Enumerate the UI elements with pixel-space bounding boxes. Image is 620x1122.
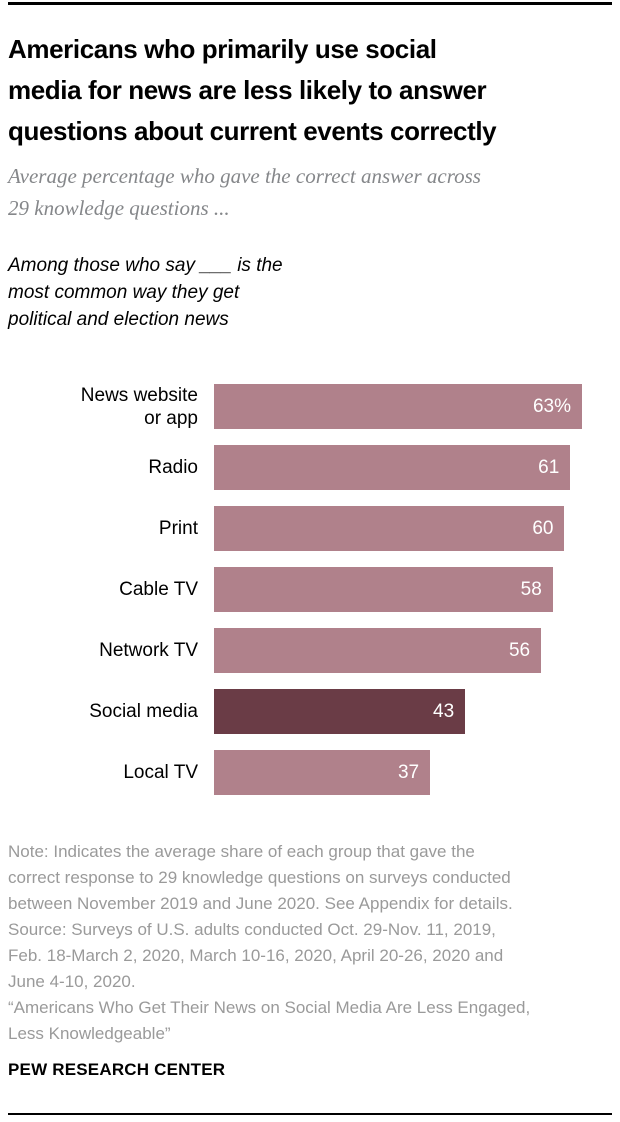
bar-value: 63% <box>532 395 571 417</box>
bar-label: Radio <box>148 457 198 478</box>
bar-label: Network TV <box>99 640 198 661</box>
bar-track: 58 <box>214 567 582 612</box>
bar-value: 58 <box>520 578 542 600</box>
bar-label: News website or app <box>80 384 198 429</box>
bar-value: 43 <box>433 700 455 722</box>
bar-value: 56 <box>508 639 531 661</box>
source-text: Source: Surveys of U.S. adults conducted… <box>8 920 504 991</box>
report-title: “Americans Who Get Their News on Social … <box>8 998 531 1043</box>
top-divider <box>8 2 612 5</box>
bar: 37 <box>214 750 431 795</box>
bar-row-highlighted: Social media 43 <box>8 689 612 734</box>
brand: PEW RESEARCH CENTER <box>8 1060 226 1079</box>
chart-subtitle: Average percentage who gave the correct … <box>8 164 481 220</box>
bar-row: News website or app 63% <box>8 384 612 429</box>
footnotes: Note: Indicates the average share of eac… <box>8 839 612 1047</box>
bar-value: 37 <box>397 761 420 783</box>
bar-row: Print 60 <box>8 506 612 551</box>
page-title: Americans who primarily use social media… <box>8 34 497 146</box>
bar: 56 <box>214 628 542 673</box>
bar: 60 <box>214 506 565 551</box>
bar-row: Radio 61 <box>8 445 612 490</box>
bar-chart: News website or app 63% Radio 61 Print 6… <box>8 384 612 795</box>
bar: 58 <box>214 567 553 612</box>
bar-track: 43 <box>214 689 582 734</box>
bar-track: 60 <box>214 506 582 551</box>
bar-row: Local TV 37 <box>8 750 612 795</box>
note-text: Note: Indicates the average share of eac… <box>8 842 513 913</box>
bar: 63% <box>214 384 582 429</box>
chart-annotation: Among those who say ___ is the most comm… <box>8 255 283 330</box>
bar-label: Local TV <box>123 762 198 783</box>
bar-value: 60 <box>532 517 554 539</box>
bar-track: 63% <box>214 384 582 429</box>
bar-row: Network TV 56 <box>8 628 612 673</box>
bar: 43 <box>214 689 466 734</box>
bar: 61 <box>214 445 571 490</box>
bar-track: 56 <box>214 628 582 673</box>
bar-track: 61 <box>214 445 582 490</box>
bar-value: 61 <box>538 456 560 478</box>
bar-row: Cable TV 58 <box>8 567 612 612</box>
bar-track: 37 <box>214 750 582 795</box>
bottom-divider <box>8 1113 612 1115</box>
bar-label: Cable TV <box>119 579 198 600</box>
bar-label: Print <box>158 518 198 539</box>
bar-label: Social media <box>89 701 198 722</box>
